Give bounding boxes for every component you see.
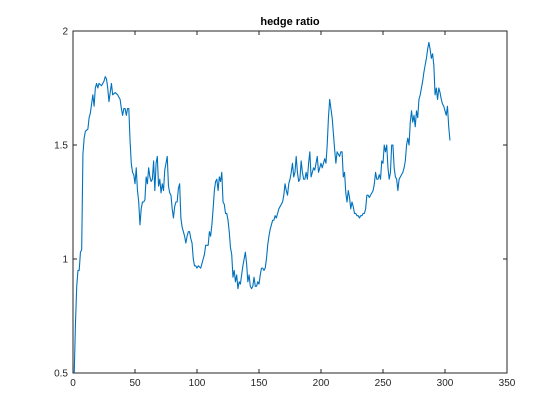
y-tick-label: 0.5 [54,369,68,380]
y-tick-label: 1 [62,255,68,266]
x-tick-label: 300 [437,378,454,389]
chart-title: hedge ratio [260,16,320,28]
x-tick-label: 350 [499,378,516,389]
y-tick-label: 2 [62,27,68,38]
x-tick-label: 200 [313,378,330,389]
x-tick-label: 100 [189,378,206,389]
x-tick-label: 150 [251,378,268,389]
axes-box [73,31,507,373]
plot-area: 0 50 100 150 200 250 300 350 0.5 1 1.5 2 [54,27,516,390]
x-tick-label: 50 [129,378,141,389]
x-tick-label: 250 [375,378,392,389]
y-tick-label: 1.5 [54,141,68,152]
x-tick-label: 0 [70,378,76,389]
